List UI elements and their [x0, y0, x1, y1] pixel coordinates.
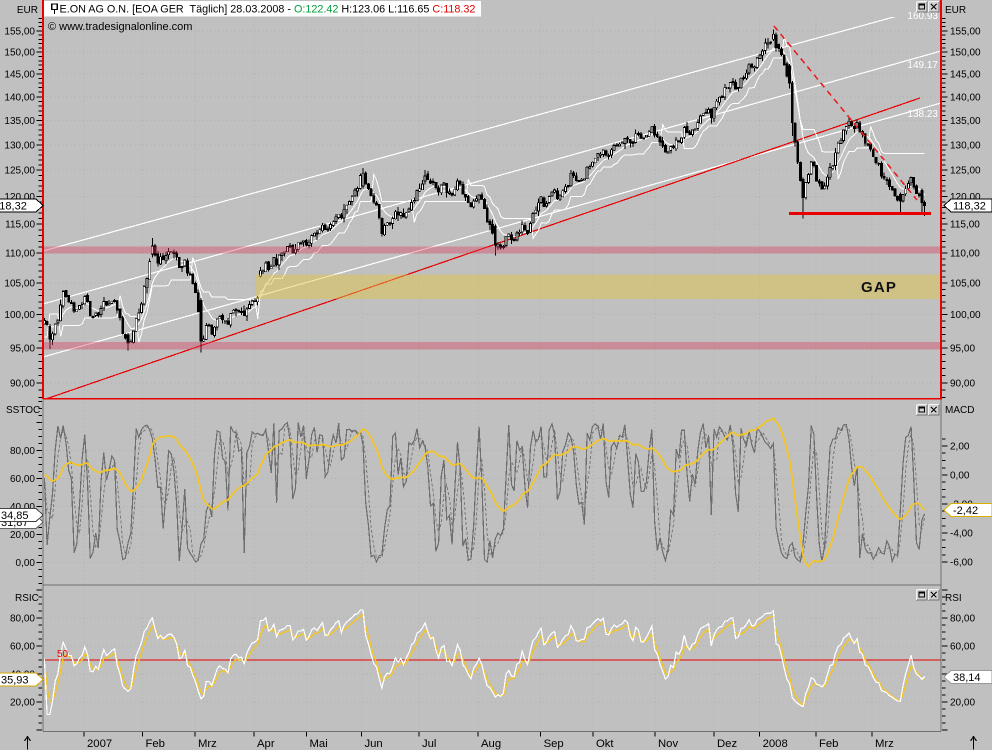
svg-text:Dez: Dez — [717, 738, 737, 750]
svg-text:155,00: 155,00 — [4, 26, 35, 37]
svg-text:EUR: EUR — [17, 5, 38, 16]
svg-text:Feb: Feb — [819, 738, 838, 750]
svg-text:EUR: EUR — [945, 5, 966, 16]
svg-text:MACD: MACD — [945, 405, 974, 416]
svg-text:90,00: 90,00 — [950, 378, 975, 389]
svg-text:145,00: 145,00 — [950, 70, 981, 81]
svg-text:20,00: 20,00 — [10, 530, 35, 541]
svg-text:105,00: 105,00 — [4, 279, 35, 290]
svg-text:60,00: 60,00 — [950, 642, 975, 653]
svg-text:115,00: 115,00 — [5, 220, 35, 231]
svg-text:© www.tradesignalonline.com: © www.tradesignalonline.com — [48, 21, 192, 33]
svg-text:125,00: 125,00 — [4, 166, 35, 177]
svg-text:100,00: 100,00 — [4, 310, 35, 321]
svg-text:118,32: 118,32 — [0, 201, 27, 213]
svg-text:Jun: Jun — [365, 738, 383, 750]
svg-text:149.17: 149.17 — [907, 60, 938, 71]
svg-text:120,00: 120,00 — [4, 192, 35, 203]
svg-text:GAP: GAP — [861, 279, 897, 296]
svg-text:Feb: Feb — [146, 738, 165, 750]
svg-text:20,00: 20,00 — [10, 698, 35, 709]
svg-text:90,00: 90,00 — [10, 378, 35, 389]
svg-text:60,00: 60,00 — [10, 474, 35, 485]
svg-text:Mrz: Mrz — [875, 738, 894, 750]
svg-text:20,00: 20,00 — [950, 698, 975, 709]
svg-text:SSTOC: SSTOC — [6, 405, 40, 416]
svg-text:Mai: Mai — [310, 738, 328, 750]
svg-text:Sep: Sep — [544, 738, 564, 750]
svg-text:40,00: 40,00 — [10, 502, 35, 513]
svg-text:135,00: 135,00 — [950, 116, 981, 127]
svg-text:115,00: 115,00 — [950, 220, 980, 231]
svg-text:RSIC: RSIC — [15, 593, 39, 604]
svg-text:2,00: 2,00 — [950, 442, 970, 453]
svg-text:95,00: 95,00 — [950, 343, 975, 354]
svg-text:150,00: 150,00 — [4, 48, 35, 59]
svg-text:135,00: 135,00 — [4, 116, 35, 127]
svg-text:Apr: Apr — [257, 738, 275, 750]
svg-text:0,00: 0,00 — [16, 558, 36, 569]
svg-text:110,00: 110,00 — [950, 248, 980, 259]
svg-text:160.93: 160.93 — [907, 11, 938, 22]
svg-text:E.ON AG O.N. [EOA GER Täglich: E.ON AG O.N. [EOA GER Täglich] 28.03.200… — [60, 4, 476, 16]
svg-text:138.23: 138.23 — [907, 109, 938, 120]
svg-text:130,00: 130,00 — [4, 140, 35, 151]
svg-text:Jul: Jul — [422, 738, 436, 750]
svg-text:120,00: 120,00 — [950, 192, 981, 203]
svg-text:-4,00: -4,00 — [950, 529, 973, 540]
svg-text:155,00: 155,00 — [950, 26, 981, 37]
svg-text:80,00: 80,00 — [950, 614, 975, 625]
svg-text:80,00: 80,00 — [10, 614, 35, 625]
svg-text:38,14: 38,14 — [953, 672, 981, 684]
svg-text:80,00: 80,00 — [10, 446, 35, 457]
svg-text:50: 50 — [57, 649, 69, 660]
svg-text:35,93: 35,93 — [1, 675, 29, 687]
svg-text:-2,42: -2,42 — [953, 505, 978, 517]
svg-text:105,00: 105,00 — [950, 279, 981, 290]
svg-text:95,00: 95,00 — [10, 343, 35, 354]
svg-text:130,00: 130,00 — [950, 140, 981, 151]
svg-text:140,00: 140,00 — [4, 92, 35, 103]
svg-text:Mrz: Mrz — [198, 738, 217, 750]
svg-text:145,00: 145,00 — [4, 70, 35, 81]
svg-text:Aug: Aug — [481, 738, 501, 750]
svg-text:RSI: RSI — [945, 593, 962, 604]
svg-text:118,32: 118,32 — [953, 201, 986, 213]
svg-text:34,85: 34,85 — [1, 510, 29, 522]
svg-text:60,00: 60,00 — [10, 642, 35, 653]
svg-text:125,00: 125,00 — [950, 166, 981, 177]
svg-text:-6,00: -6,00 — [950, 558, 973, 569]
svg-text:110,00: 110,00 — [5, 248, 35, 259]
svg-text:2007: 2007 — [87, 738, 112, 750]
svg-text:0,00: 0,00 — [950, 471, 970, 482]
svg-text:140,00: 140,00 — [950, 92, 981, 103]
svg-text:Okt: Okt — [596, 738, 614, 750]
svg-text:Nov: Nov — [658, 738, 678, 750]
svg-text:100,00: 100,00 — [950, 310, 981, 321]
svg-text:2008: 2008 — [763, 738, 788, 750]
svg-text:150,00: 150,00 — [950, 48, 981, 59]
